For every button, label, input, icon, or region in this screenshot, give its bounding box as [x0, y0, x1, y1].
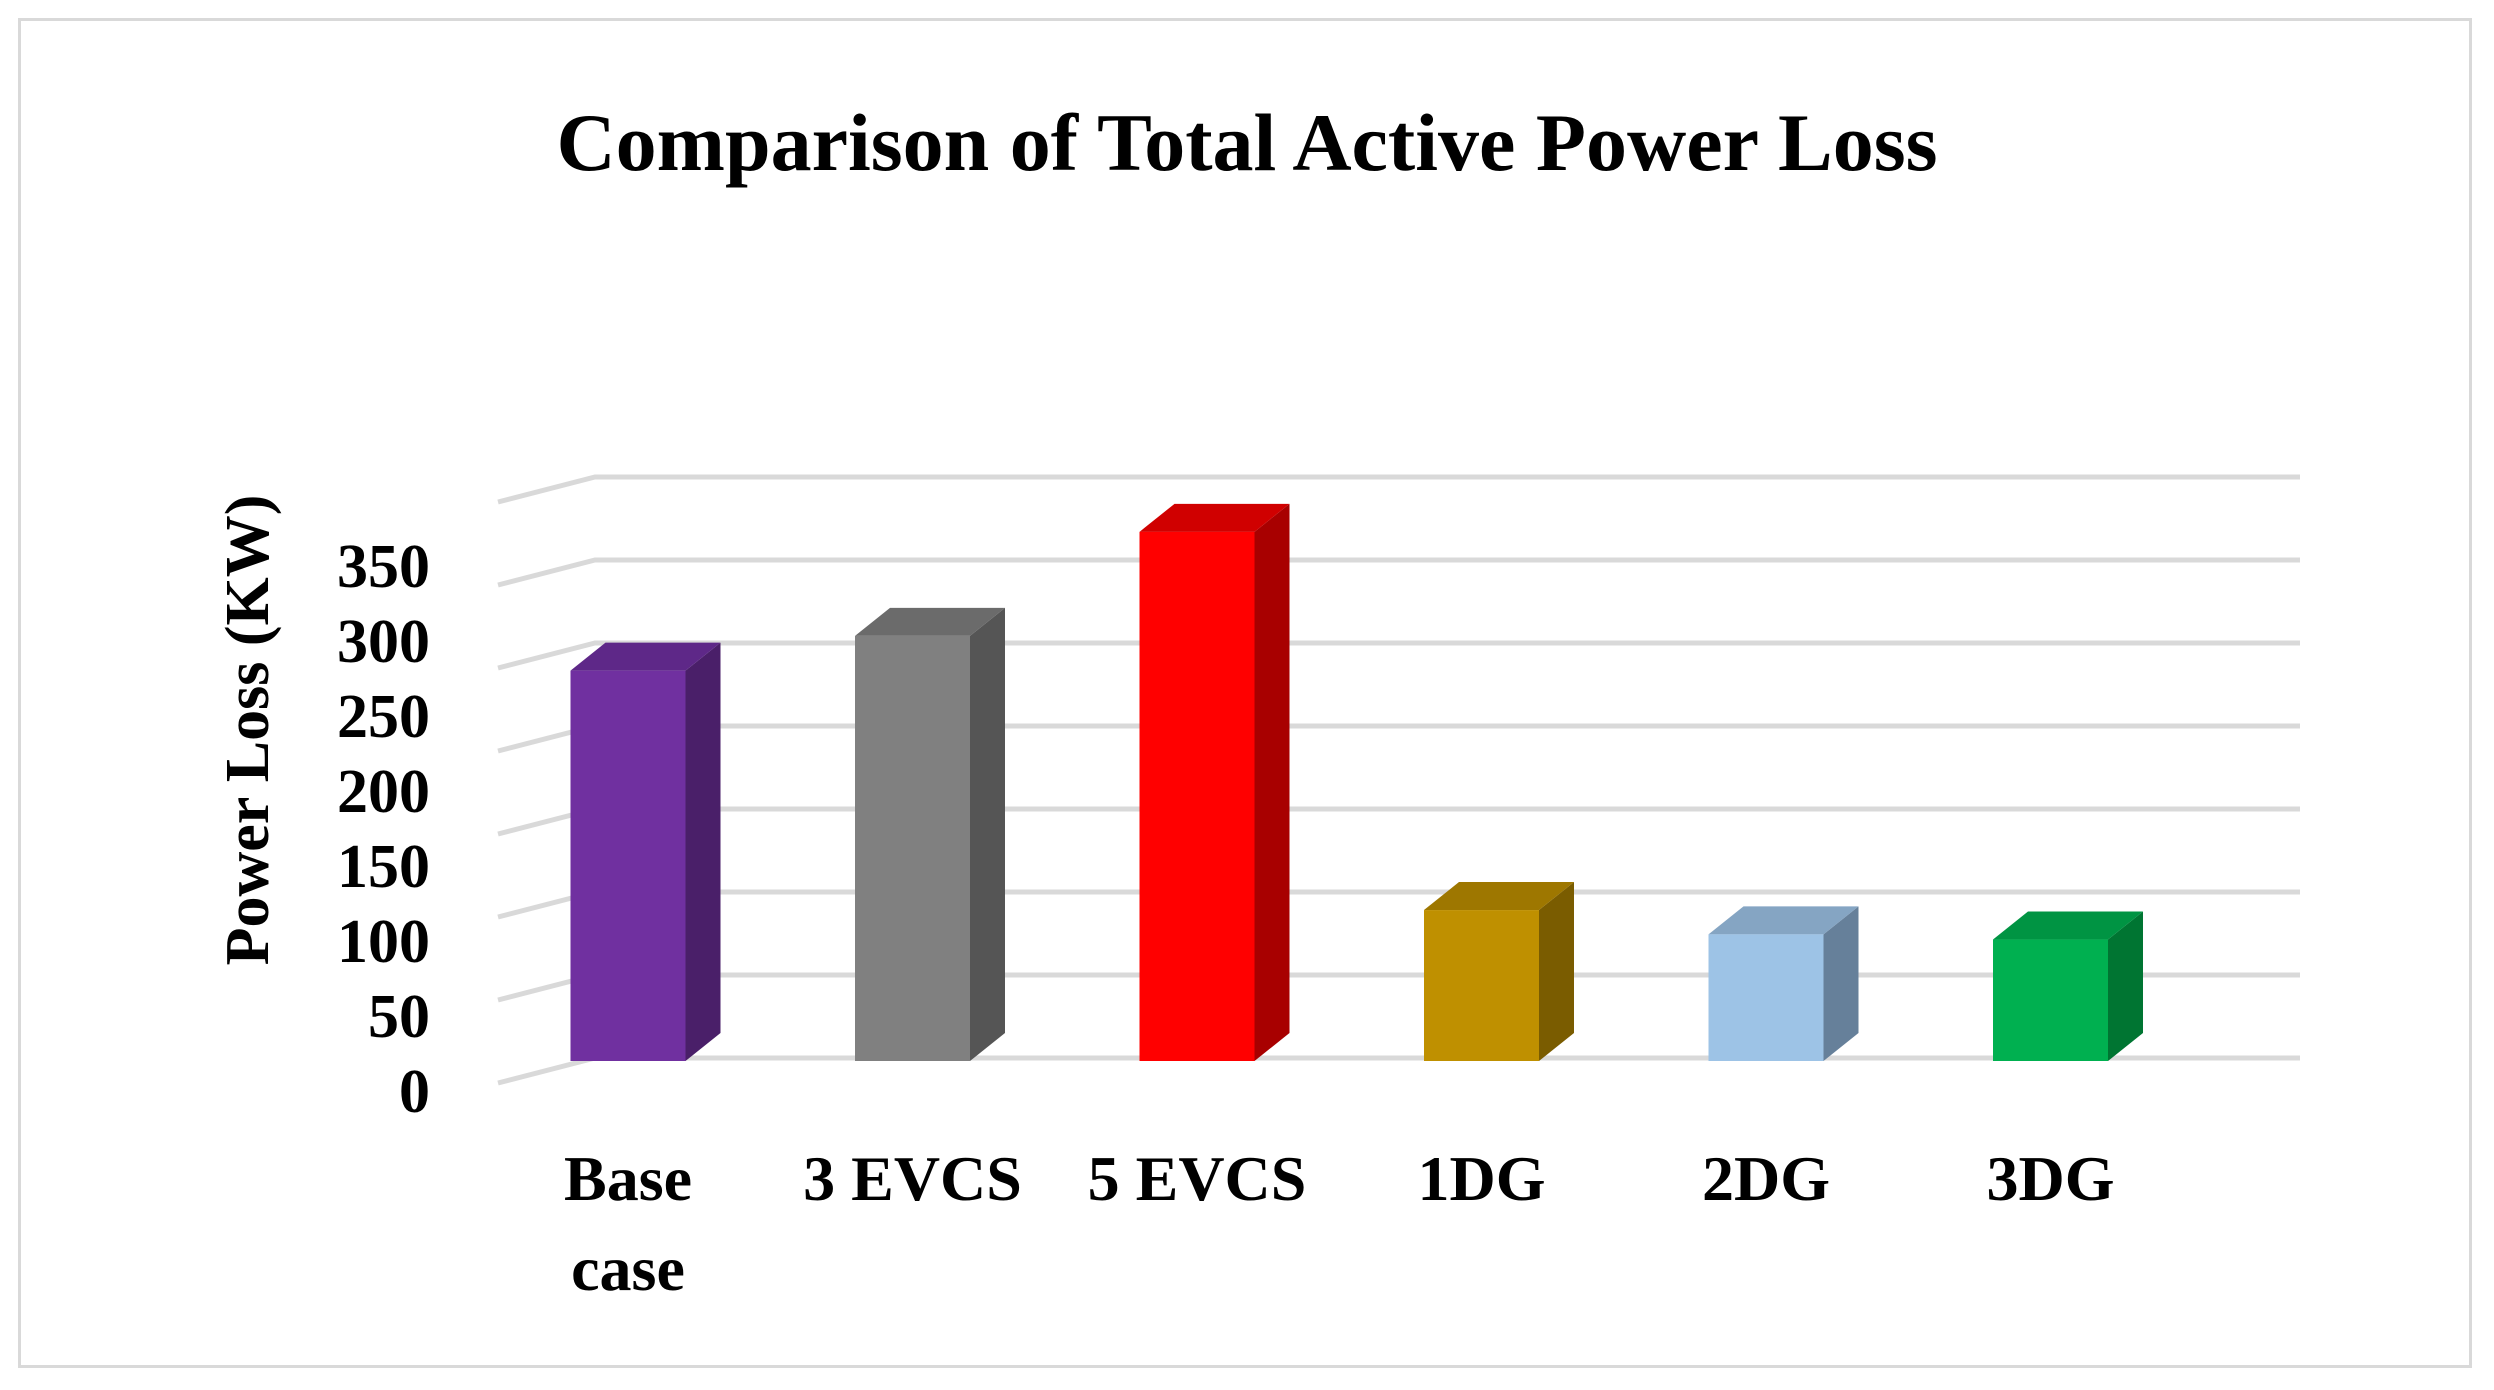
- bar-front-face: [1139, 531, 1255, 1061]
- bar-top-face: [1139, 503, 1290, 532]
- x-tick-label: Base case: [564, 1143, 692, 1304]
- y-tick-label: 300: [337, 608, 430, 676]
- y-tick-label: 150: [337, 833, 430, 901]
- bar: [1424, 882, 1574, 1061]
- bar-side-face: [970, 607, 1005, 1061]
- x-tick-label-line: case: [571, 1233, 685, 1304]
- bar-side-face: [2108, 911, 2143, 1061]
- bar-front-face: [855, 635, 970, 1061]
- x-tick-label: 1DG: [1418, 1143, 1546, 1214]
- bar-front-face: [1708, 934, 1824, 1061]
- y-tick-label: 100: [337, 908, 430, 976]
- bar-front-face: [570, 670, 686, 1061]
- bar-top-face: [1708, 906, 1859, 935]
- x-tick-label-line: 3 EVCS: [803, 1143, 1022, 1214]
- y-tick-label: 200: [337, 758, 430, 826]
- y-axis-title: Power Loss (KW): [214, 495, 282, 966]
- y-tick-label: 50: [368, 983, 430, 1051]
- bars: [570, 503, 2143, 1061]
- gridline: [497, 1055, 2300, 1086]
- bar-top-face: [1993, 911, 2143, 940]
- bar-side-face: [685, 642, 721, 1061]
- gridline: [497, 640, 2300, 671]
- gridline: [497, 806, 2300, 837]
- gridline: [497, 474, 2300, 505]
- x-tick-label-line: 1DG: [1418, 1143, 1546, 1214]
- x-tick-label-line: Base: [564, 1143, 692, 1214]
- chart-title: Comparison of Total Active Power Loss: [556, 97, 1937, 188]
- x-tick-label: 3 EVCS: [803, 1143, 1022, 1214]
- bar-top-face: [855, 607, 1005, 636]
- bar-side-face: [1539, 882, 1574, 1061]
- y-tick-label: 0: [399, 1058, 430, 1126]
- bar-side-face: [1823, 906, 1859, 1061]
- x-tick-label-line: 3DG: [1987, 1143, 2115, 1214]
- bar: [1708, 906, 1859, 1061]
- y-tick-label: 350: [337, 533, 430, 601]
- bar: [1139, 503, 1290, 1061]
- bar-side-face: [1254, 503, 1290, 1061]
- bar-top-face: [570, 642, 721, 671]
- x-axis-labels: Base case 3 EVCS 5 EVCS 1DG 2DG 3DG: [564, 1143, 2115, 1304]
- y-tick-label: 250: [337, 683, 430, 751]
- bar: [570, 642, 721, 1061]
- gridline: [497, 723, 2300, 754]
- bar: [855, 607, 1005, 1061]
- x-tick-label: 3DG: [1987, 1143, 2115, 1214]
- x-tick-label: 2DG: [1702, 1143, 1830, 1214]
- bar: [1993, 911, 2143, 1061]
- x-tick-label-line: 2DG: [1702, 1143, 1830, 1214]
- y-axis-ticks: 0 50 100 150 200 250 300 350: [337, 533, 430, 1126]
- bar-front-face: [1424, 910, 1539, 1061]
- bar-front-face: [1993, 939, 2108, 1061]
- x-tick-label-line: 5 EVCS: [1088, 1143, 1307, 1214]
- bar-top-face: [1424, 882, 1574, 911]
- gridline: [497, 557, 2300, 588]
- x-tick-label: 5 EVCS: [1088, 1143, 1307, 1214]
